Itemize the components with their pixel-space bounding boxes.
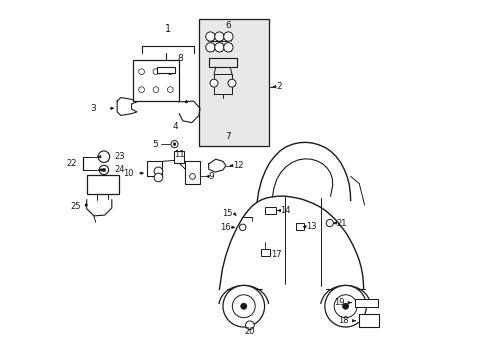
Text: 2: 2 <box>276 82 281 91</box>
Bar <box>156 67 174 73</box>
Text: 3: 3 <box>90 104 96 113</box>
Circle shape <box>173 143 176 145</box>
Circle shape <box>167 87 173 93</box>
Circle shape <box>223 42 233 52</box>
Circle shape <box>98 151 109 162</box>
Text: 7: 7 <box>225 132 231 141</box>
Text: 14: 14 <box>280 206 290 215</box>
Circle shape <box>214 42 224 52</box>
Circle shape <box>223 285 264 327</box>
Circle shape <box>139 69 144 75</box>
Text: 22: 22 <box>66 159 77 168</box>
Circle shape <box>205 32 215 41</box>
Bar <box>86 175 119 194</box>
Bar <box>174 150 183 163</box>
Text: 21: 21 <box>336 219 346 228</box>
Bar <box>198 19 268 146</box>
Circle shape <box>245 321 254 329</box>
Circle shape <box>205 42 215 52</box>
Bar <box>147 161 162 176</box>
Text: 24: 24 <box>115 166 125 175</box>
Text: 1: 1 <box>165 24 171 35</box>
Bar <box>359 315 378 327</box>
Text: 19: 19 <box>334 298 344 307</box>
Circle shape <box>167 69 173 75</box>
Circle shape <box>139 87 144 93</box>
Text: 25: 25 <box>71 202 81 211</box>
Text: 17: 17 <box>270 250 281 259</box>
Bar <box>354 299 378 307</box>
Circle shape <box>342 303 348 309</box>
Circle shape <box>99 165 108 175</box>
Bar <box>132 60 179 101</box>
Circle shape <box>154 167 163 176</box>
Circle shape <box>210 79 218 87</box>
Circle shape <box>324 285 366 327</box>
Circle shape <box>239 224 245 230</box>
Text: 9: 9 <box>208 172 214 181</box>
Circle shape <box>189 174 195 179</box>
Text: 16: 16 <box>220 223 230 232</box>
Circle shape <box>102 168 105 172</box>
Text: 15: 15 <box>222 209 233 218</box>
Bar <box>261 249 269 256</box>
Text: 6: 6 <box>225 21 231 30</box>
Text: 23: 23 <box>115 152 125 161</box>
Circle shape <box>223 32 233 41</box>
Circle shape <box>333 295 356 318</box>
Circle shape <box>240 303 246 309</box>
Circle shape <box>171 140 178 148</box>
Bar <box>185 161 199 184</box>
Circle shape <box>232 295 255 318</box>
Circle shape <box>325 220 333 226</box>
Text: 4: 4 <box>173 122 178 131</box>
Circle shape <box>227 79 235 87</box>
Text: 13: 13 <box>305 222 316 231</box>
Circle shape <box>153 69 159 75</box>
Text: 11: 11 <box>173 150 184 159</box>
Circle shape <box>214 32 224 41</box>
Circle shape <box>154 173 163 182</box>
Text: 20: 20 <box>244 327 255 336</box>
Text: 10: 10 <box>122 169 133 178</box>
Text: 18: 18 <box>338 316 348 325</box>
Circle shape <box>153 87 159 93</box>
Bar <box>295 224 304 230</box>
Text: 8: 8 <box>177 54 183 63</box>
Text: 12: 12 <box>233 161 243 170</box>
Bar <box>264 207 275 214</box>
Text: 5: 5 <box>152 140 158 149</box>
